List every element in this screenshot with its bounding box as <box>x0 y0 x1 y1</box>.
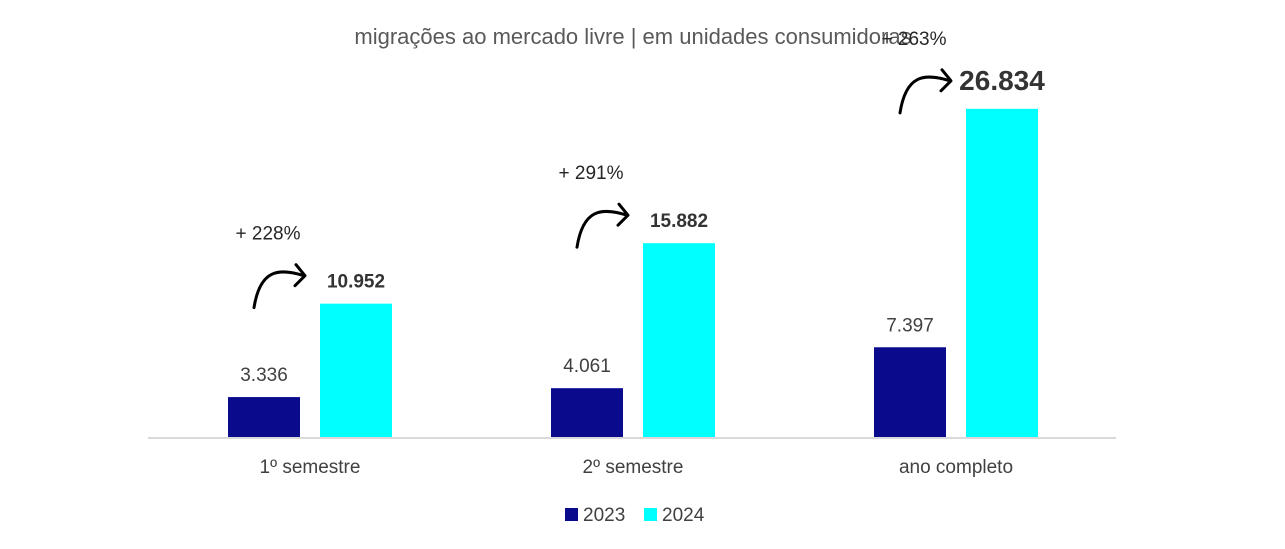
bars-layer <box>228 108 1038 438</box>
legend-label-2024: 2024 <box>662 505 705 526</box>
x-tick-labels: 1º semestre 2º semestre ano completo <box>260 457 1014 478</box>
data-label-2024: 10.952 <box>327 272 385 293</box>
bar-2023 <box>551 388 623 438</box>
data-label-2023: 3.336 <box>240 365 288 386</box>
arrow-head-icon <box>293 263 307 288</box>
chart-title: migrações ao mercado livre | em unidades… <box>354 24 911 49</box>
growth-arrow <box>252 270 306 310</box>
bar-2024 <box>966 108 1038 438</box>
bar-2024 <box>320 303 392 438</box>
arrow-head-icon <box>939 68 953 93</box>
arrow-head-icon <box>616 202 630 227</box>
labels-layer: 3.336 10.952 4.061 15.882 7.397 26.834 <box>240 65 1045 386</box>
growth-arrow <box>898 75 952 115</box>
data-label-2024: 15.882 <box>650 211 708 232</box>
bar-2024 <box>643 243 715 438</box>
data-label-2023: 7.397 <box>886 315 934 336</box>
legend-swatch-2024 <box>644 508 657 521</box>
x-tick-label: 2º semestre <box>583 457 684 478</box>
growth-arrow <box>575 209 629 249</box>
data-label-2024: 26.834 <box>959 65 1045 96</box>
data-label-2023: 4.061 <box>563 356 611 377</box>
annotation-layer: + 228% + 291% + 263% <box>236 29 953 310</box>
bar-2023 <box>874 347 946 438</box>
legend-swatch-2023 <box>565 508 578 521</box>
bar-2023 <box>228 397 300 438</box>
x-tick-label: 1º semestre <box>260 457 361 478</box>
legend-label-2023: 2023 <box>583 505 625 526</box>
growth-label: + 291% <box>559 163 624 184</box>
growth-label: + 228% <box>236 224 301 245</box>
x-tick-label: ano completo <box>899 457 1013 478</box>
growth-label: + 263% <box>882 29 947 50</box>
legend: 2023 2024 <box>565 505 705 526</box>
